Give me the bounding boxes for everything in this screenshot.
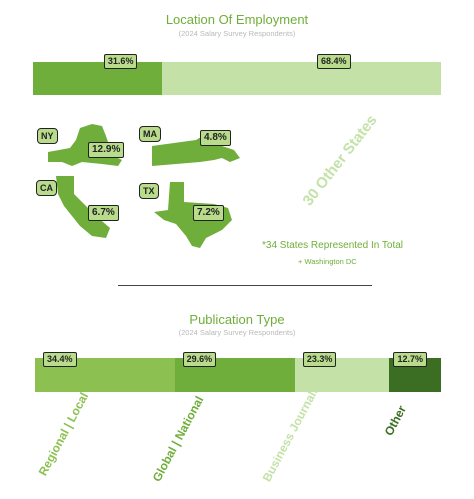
ny-tag: NY — [37, 128, 58, 144]
employment-segment-1 — [33, 62, 162, 95]
category-label-2: Global | National — [149, 393, 207, 484]
employment-segment-2 — [161, 62, 441, 95]
ny-value: 12.9% — [88, 142, 125, 158]
publication-label-4: 12.7% — [393, 352, 427, 367]
publication-label-2: 29.6% — [182, 352, 217, 367]
publication-label-3: 23.3% — [302, 352, 337, 367]
employment-bar: 31.6% 68.4% — [33, 54, 441, 95]
states-note: *34 States Represented In Total — [262, 240, 404, 251]
publication-title: Publication Type — [189, 312, 285, 327]
ma-tag: MA — [139, 126, 161, 142]
employment-title: Location Of Employment — [165, 12, 309, 27]
publication-subtitle: (2024 Salary Survey Respondents) — [178, 328, 296, 337]
category-label-4: Other — [381, 403, 410, 438]
ca-value: 6.7% — [88, 205, 119, 221]
category-label-3: Business Journals — [259, 383, 323, 484]
publication-bar: 34.4% 29.6% 23.3% 12.7% — [35, 352, 441, 392]
employment-label-2: 68.4% — [317, 54, 351, 69]
employment-subtitle: (2024 Salary Survey Respondents) — [178, 29, 296, 38]
ca-shape — [56, 176, 110, 238]
ca-tag: CA — [36, 180, 57, 196]
category-label-1: Regional | Local — [35, 390, 92, 478]
tx-value: 7.2% — [193, 205, 224, 221]
ma-value: 4.8% — [200, 130, 231, 146]
tx-tag: TX — [139, 183, 159, 199]
divider — [118, 285, 372, 286]
employment-label-1: 31.6% — [103, 54, 138, 69]
states-note-dc: + Washington DC — [298, 257, 357, 266]
other-states-label: 30 Other States — [299, 111, 381, 210]
publication-label-1: 34.4% — [43, 352, 77, 367]
